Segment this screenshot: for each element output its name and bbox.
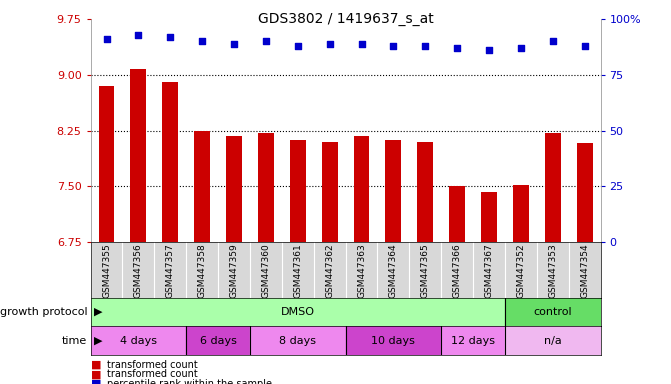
Text: GSM447361: GSM447361 (293, 243, 302, 298)
Point (515, 45, 526, 51)
Bar (99, 86, 115, 242)
Bar (505, 326, 601, 355)
Text: GSM447362: GSM447362 (325, 243, 334, 298)
Point (197, 38, 207, 45)
Text: transformed count: transformed count (107, 360, 198, 370)
Text: GSM447355: GSM447355 (102, 243, 111, 298)
Point (548, 38, 558, 45)
Text: GSM447367: GSM447367 (484, 243, 493, 298)
Point (324, 41, 335, 47)
Bar (417, 142, 433, 242)
Text: GSM447360: GSM447360 (262, 243, 270, 298)
Text: 8 days: 8 days (279, 336, 316, 346)
Bar (290, 140, 306, 242)
Bar (346, 326, 441, 355)
Text: 12 days: 12 days (451, 336, 495, 346)
Point (229, 41, 240, 47)
Text: growth protocol: growth protocol (0, 307, 87, 317)
Bar (162, 82, 178, 242)
Bar (226, 136, 242, 242)
Text: GSM447364: GSM447364 (389, 243, 398, 298)
Text: GSM447352: GSM447352 (517, 243, 525, 298)
Point (356, 41, 367, 47)
Text: GSM447354: GSM447354 (580, 243, 589, 298)
Text: 4 days: 4 days (120, 336, 157, 346)
Text: time: time (62, 336, 87, 346)
Bar (385, 140, 401, 242)
Bar (354, 136, 370, 242)
Text: n/a: n/a (544, 336, 562, 346)
Bar (576, 143, 592, 242)
Bar (513, 185, 529, 242)
Bar (194, 131, 210, 242)
Text: GSM447353: GSM447353 (548, 243, 557, 298)
Bar (505, 298, 601, 326)
Point (165, 34, 176, 40)
Bar (130, 69, 146, 242)
Point (101, 36, 112, 42)
Point (388, 43, 399, 49)
Bar (442, 326, 505, 355)
Text: GSM447366: GSM447366 (453, 243, 462, 298)
Text: 6 days: 6 days (200, 336, 236, 346)
Point (293, 43, 303, 49)
Text: DMSO: DMSO (280, 307, 315, 317)
Bar (481, 192, 497, 242)
Text: GSM447365: GSM447365 (421, 243, 429, 298)
Point (133, 32, 144, 38)
Text: GSM447363: GSM447363 (357, 243, 366, 298)
Bar (449, 186, 465, 242)
Text: transformed count: transformed count (107, 369, 198, 379)
Text: ■: ■ (91, 360, 101, 370)
Bar (186, 326, 250, 355)
Text: GSM447359: GSM447359 (229, 243, 238, 298)
Point (452, 45, 462, 51)
Text: GDS3802 / 1419637_s_at: GDS3802 / 1419637_s_at (258, 12, 433, 25)
Text: GSM447357: GSM447357 (166, 243, 174, 298)
Text: ■: ■ (91, 379, 101, 384)
Text: ■: ■ (91, 369, 101, 379)
Bar (91, 298, 505, 326)
Point (420, 43, 431, 49)
Bar (321, 142, 338, 242)
Point (484, 47, 495, 53)
Text: ▶: ▶ (94, 307, 103, 317)
Text: control: control (533, 307, 572, 317)
Text: GSM447358: GSM447358 (198, 243, 207, 298)
Text: GSM447356: GSM447356 (134, 243, 143, 298)
Bar (545, 133, 561, 242)
Text: 10 days: 10 days (372, 336, 415, 346)
Bar (258, 133, 274, 242)
Point (579, 43, 590, 49)
Text: ▶: ▶ (94, 336, 103, 346)
Point (260, 38, 271, 45)
Bar (91, 326, 186, 355)
Bar (250, 326, 346, 355)
Text: percentile rank within the sample: percentile rank within the sample (107, 379, 272, 384)
